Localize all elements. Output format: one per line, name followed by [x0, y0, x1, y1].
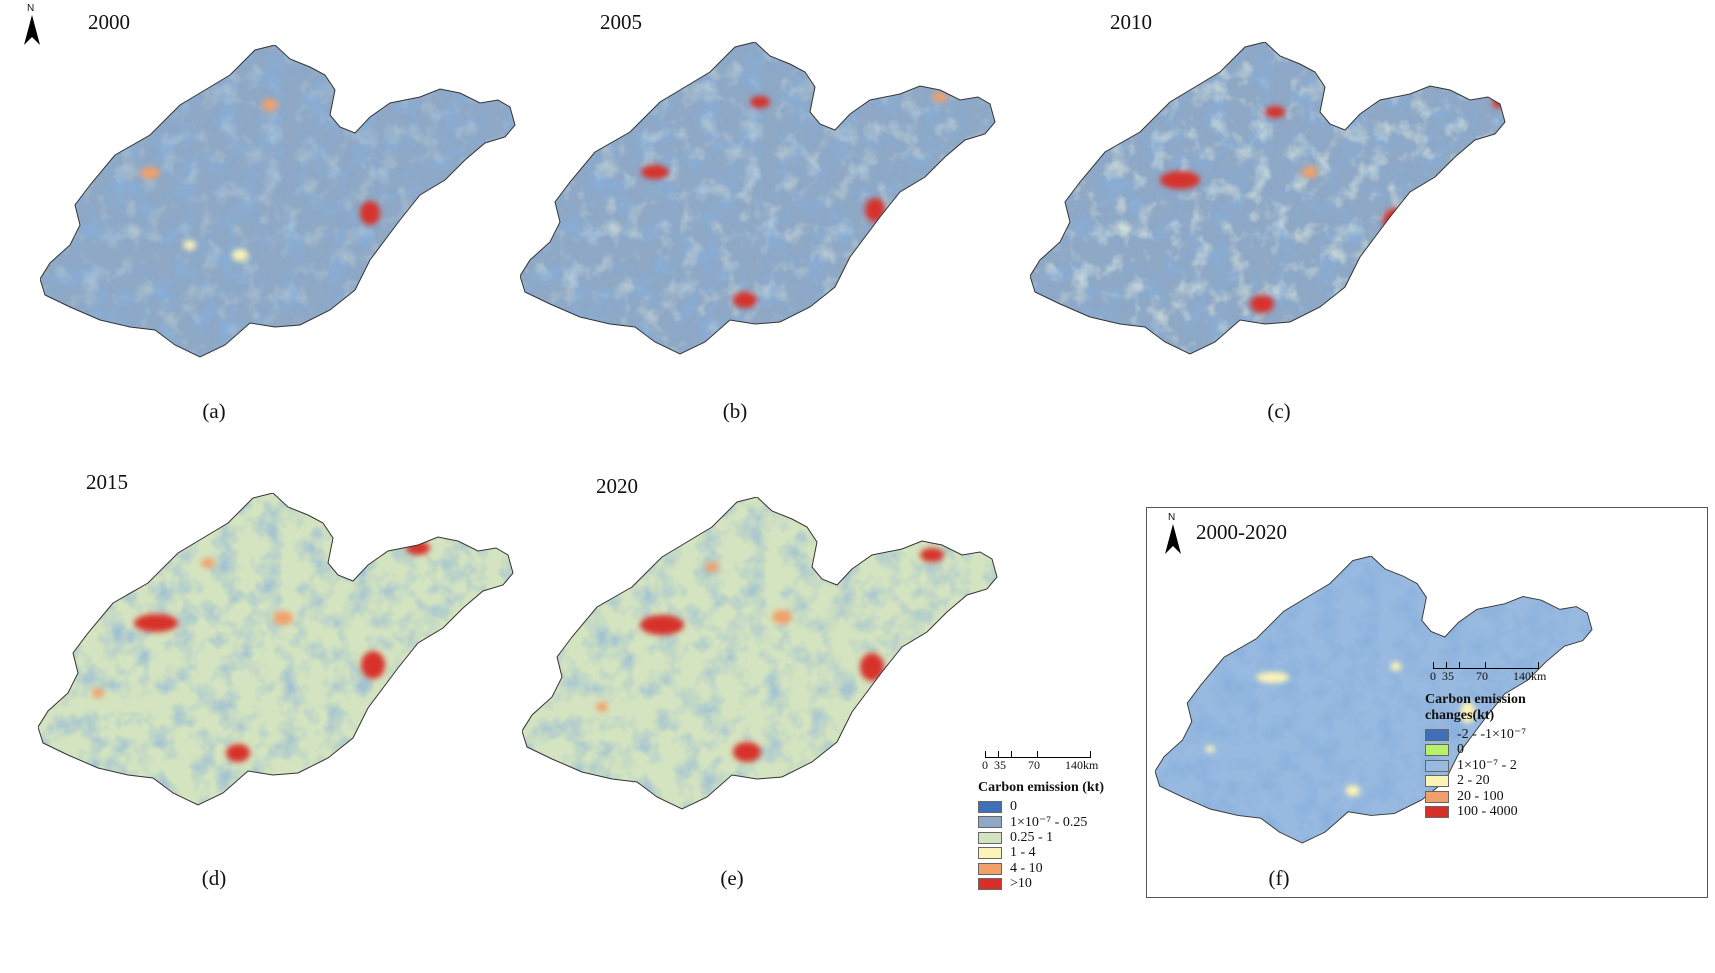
scale-label-70-f: 70 [1476, 669, 1488, 683]
map-2000 [39, 44, 516, 358]
panel-year-d: 2015 [86, 470, 128, 494]
legend-label: 1×10⁻⁷ - 2 [1457, 758, 1517, 774]
scale-bar-change: 0 35 70 140km [1430, 662, 1547, 683]
legend-row: 1×10⁻⁷ - 2 [1425, 758, 1526, 774]
map-panel-a [39, 44, 560, 365]
legend-swatch [978, 816, 1002, 829]
map-2010 [1029, 41, 1506, 355]
legend-swatch [1425, 759, 1449, 772]
legend-label: 0 [1010, 798, 1017, 814]
panel-caption-e: (e) [720, 866, 744, 890]
panel-year-e: 2020 [596, 474, 638, 498]
legend-swatch [978, 800, 1002, 813]
scale-label-70: 70 [1028, 758, 1040, 772]
legend-carbon-change: Carbon emission changes(kt) -2 - -1×10⁻⁷… [1425, 692, 1526, 820]
legend-row: 0 [978, 799, 1104, 815]
panel-caption-b: (b) [722, 399, 748, 423]
panel-f-frame [1146, 507, 1708, 898]
legend-row: 20 - 100 [1425, 789, 1526, 805]
legend-title-line1: Carbon emission [1425, 692, 1526, 707]
scale-label-35-f: 35 [1442, 669, 1454, 683]
legend-swatch [1425, 790, 1449, 803]
map-panel-f [1154, 555, 1635, 876]
legend-swatch [978, 831, 1002, 844]
scale-label-0-f: 0 [1430, 669, 1436, 683]
legend-label: -2 - -1×10⁻⁷ [1457, 727, 1527, 743]
legend-row: 1 - 4 [978, 845, 1104, 862]
legend-row: 0 [1425, 742, 1526, 759]
map-2005 [519, 41, 996, 355]
scale-label-35: 35 [994, 758, 1006, 772]
legend-swatch [978, 847, 1002, 860]
legend-swatch [1425, 775, 1449, 788]
north-arrow: N [22, 3, 42, 45]
legend-swatch [1425, 806, 1449, 819]
scale-label-140-f: 140km [1513, 669, 1547, 683]
legend-label: 20 - 100 [1457, 788, 1504, 804]
panel-caption-a: (a) [202, 399, 226, 423]
legend-title: Carbon emission (kt) [978, 780, 1105, 795]
scale-label-140: 140km [1065, 758, 1099, 772]
legend-title-line2: changes(kt) [1425, 708, 1495, 723]
legend-row: >10 [978, 876, 1104, 893]
map-panel-b [519, 41, 1040, 362]
map-change [1154, 555, 1593, 844]
panel-year-b: 2005 [600, 10, 642, 34]
legend-label: 1 - 4 [1010, 845, 1036, 861]
legend-row: 100 - 4000 [1425, 804, 1526, 821]
legend-label: 0 [1457, 742, 1464, 758]
panel-year-c: 2010 [1110, 10, 1152, 34]
map-2020 [521, 496, 998, 810]
panel-year-a: 2000 [88, 10, 130, 34]
legend-carbon-emission: Carbon emission (kt) 0 1×10⁻⁷ - 0.25 0.2… [978, 780, 1104, 892]
legend-row: 2 - 20 [1425, 773, 1526, 790]
scale-label-0: 0 [982, 758, 988, 772]
north-letter-f: N [1168, 512, 1176, 523]
north-arrow-f: N [1163, 512, 1183, 554]
legend-label: 100 - 4000 [1457, 804, 1518, 820]
legend-row: 0.25 - 1 [978, 830, 1104, 846]
map-panel-d [37, 492, 558, 813]
legend-swatch [978, 862, 1002, 875]
panel-caption-c: (c) [1267, 399, 1291, 423]
legend-label: 0.25 - 1 [1010, 829, 1054, 845]
panel-year-f: 2000-2020 [1196, 520, 1287, 544]
north-letter: N [27, 3, 35, 14]
map-2015 [37, 492, 514, 806]
legend-label: 2 - 20 [1457, 773, 1490, 789]
legend-row: 4 - 10 [978, 861, 1104, 877]
legend-swatch [978, 878, 1002, 891]
legend-swatch [1425, 744, 1449, 757]
map-panel-e [521, 496, 1042, 817]
legend-label: >10 [1010, 876, 1032, 892]
legend-row: -2 - -1×10⁻⁷ [1425, 727, 1526, 743]
legend-label: 4 - 10 [1010, 860, 1043, 876]
scale-bar-emission: 0 35 70 140km [982, 751, 1099, 772]
legend-row: 1×10⁻⁷ - 0.25 [978, 815, 1104, 831]
map-panel-c [1029, 41, 1550, 362]
legend-swatch [1425, 728, 1449, 741]
legend-label: 1×10⁻⁷ - 0.25 [1010, 814, 1088, 830]
panel-caption-f: (f) [1268, 866, 1290, 890]
panel-caption-d: (d) [201, 866, 227, 890]
